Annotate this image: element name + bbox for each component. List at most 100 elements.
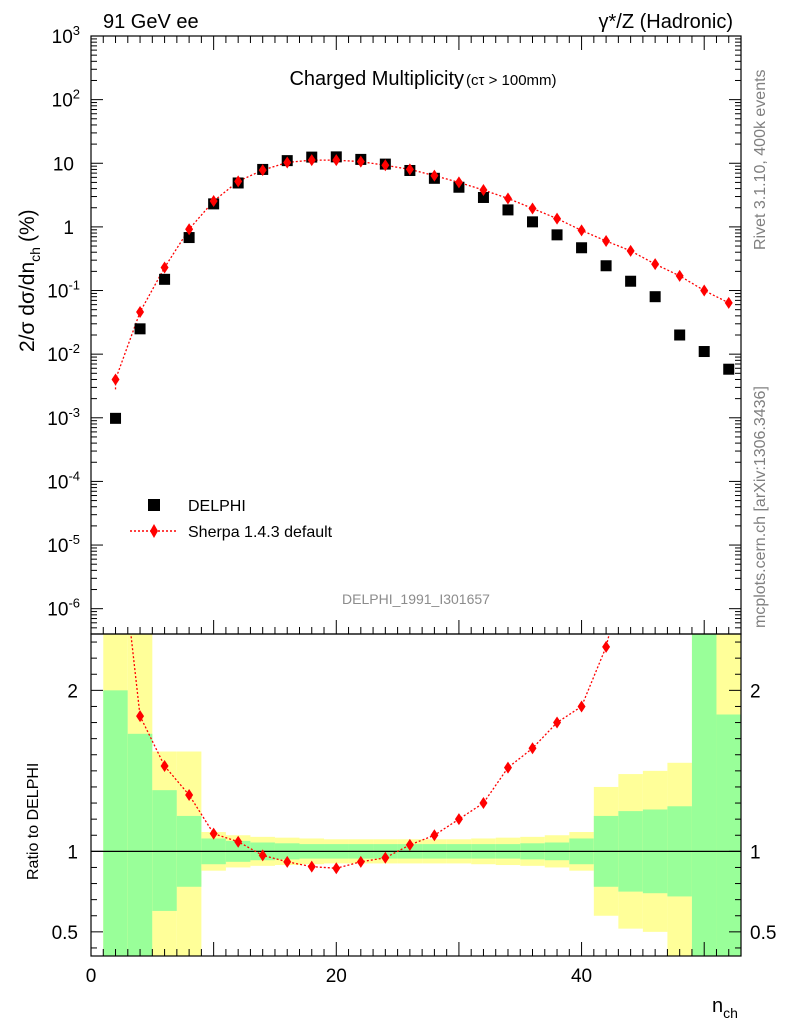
y-tick-label-exp: -6 <box>68 596 80 611</box>
band-inner <box>152 790 177 911</box>
y-tick-label: 10-3 <box>47 405 80 430</box>
sherpa-point <box>602 235 611 248</box>
ratio-panel <box>91 634 741 875</box>
ratio-sherpa-point <box>258 849 267 862</box>
delphi-point <box>723 363 735 375</box>
sherpa-line <box>114 159 730 390</box>
y-tick-label-exp: -2 <box>68 341 80 356</box>
ratio-sherpa-point <box>405 838 414 851</box>
ratio-sherpa-point <box>454 813 463 826</box>
sherpa-point <box>405 163 414 176</box>
mcplots-label: mcplots.cern.ch [arXiv:1306.3436] <box>752 386 769 628</box>
ratio-sherpa-point <box>136 710 145 723</box>
ratio-error-bands <box>103 634 741 956</box>
header-left: 91 GeV ee <box>103 11 199 33</box>
y-label-main-sub: ch <box>27 247 43 262</box>
ratio-sherpa-point <box>307 860 316 873</box>
legend-label-sherpa: Sherpa 1.4.3 default <box>188 524 333 541</box>
delphi-point <box>159 273 171 285</box>
y-tick-label-base: 10 <box>52 91 73 112</box>
y-tick-label-base: 10 <box>53 154 74 175</box>
ratio-y-tick-label-right: 0.5 <box>750 923 776 944</box>
y-tick-label-exp: 2 <box>73 87 80 102</box>
y-tick-label-base: 10 <box>47 536 68 557</box>
delphi-point <box>600 260 612 272</box>
ratio-sherpa-point <box>528 742 537 755</box>
y-tick-label: 10 <box>53 154 74 175</box>
ratio-sherpa-point <box>602 640 611 653</box>
main-panel <box>110 151 735 424</box>
ratio-sherpa-point <box>381 851 390 864</box>
ratio-sherpa-point <box>553 716 562 729</box>
y-tick-label: 102 <box>52 87 80 112</box>
ratio-sherpa-point <box>209 827 218 840</box>
y-tick-label-base: 1 <box>63 218 74 239</box>
main-frame <box>90 35 742 635</box>
delphi-point <box>551 229 563 241</box>
chart-title-suffix: (cτ > 100mm) <box>466 72 557 89</box>
sherpa-point <box>332 154 341 167</box>
delphi-point <box>698 346 710 358</box>
sherpa-point <box>111 373 120 386</box>
analysis-tag: DELPHI_1991_I301657 <box>342 591 490 607</box>
sherpa-point <box>503 192 512 205</box>
y-tick-label-base: 10 <box>47 472 68 493</box>
sherpa-point <box>675 269 684 282</box>
y-tick-label: 10-2 <box>47 341 80 366</box>
sherpa-point <box>626 244 635 257</box>
ratio-sherpa-point <box>479 797 488 810</box>
sherpa-point <box>283 156 292 169</box>
y-tick-label: 10-1 <box>47 278 80 303</box>
delphi-point <box>625 275 637 287</box>
delphi-point <box>527 216 539 228</box>
ratio-sherpa-point <box>356 855 365 868</box>
sherpa-point <box>185 223 194 236</box>
ratio-frame <box>90 633 742 957</box>
ratio-y-tick-label-right: 2 <box>750 681 761 702</box>
y-tick-label-exp: -4 <box>68 468 80 483</box>
sherpa-point <box>553 212 562 225</box>
svg-text:2/σ dσ/dnch(%): 2/σ dσ/dnch (%) <box>16 209 43 352</box>
ratio-sherpa-point <box>332 862 341 875</box>
ratio-sherpa-line <box>130 634 610 869</box>
ratio-y-tick-label-left: 1 <box>67 842 78 863</box>
y-tick-label: 10-4 <box>47 468 80 493</box>
ratio-sherpa-point <box>185 789 194 801</box>
ratio-sherpa-point <box>283 855 292 868</box>
sherpa-point <box>356 155 365 168</box>
band-inner <box>127 733 153 956</box>
sherpa-point <box>479 184 488 197</box>
x-label-text: n <box>712 995 723 1017</box>
y-tick-label: 10-5 <box>47 532 80 557</box>
main-y-axis-label: 2/σ dσ/dnch (%) <box>16 209 43 352</box>
sherpa-point <box>454 176 463 189</box>
delphi-point <box>502 204 514 216</box>
sherpa-point <box>577 224 586 237</box>
ratio-sherpa-point <box>234 835 243 848</box>
legend-marker-delphi <box>148 499 160 511</box>
sherpa-point <box>136 305 145 318</box>
y-tick-label: 1 <box>63 218 74 239</box>
y-tick-label-exp: -3 <box>68 405 80 420</box>
band-inner <box>103 690 128 956</box>
y-tick-label-base: 10 <box>52 27 73 48</box>
ratio-y-tick-label-right: 1 <box>750 842 761 863</box>
y-tick-label-base: 10 <box>47 600 68 621</box>
header-right: γ*/Z (Hadronic) <box>599 11 733 33</box>
ratio-sherpa-point <box>430 829 439 842</box>
legend-label-delphi: DELPHI <box>188 498 246 515</box>
x-tick-label: 20 <box>326 966 347 987</box>
sherpa-point <box>160 261 169 274</box>
y-tick-label-exp: -5 <box>68 532 80 547</box>
y-label-main-unit: (%) <box>16 209 39 242</box>
legend: DELPHI Sherpa 1.4.3 default <box>130 498 333 541</box>
ratio-sherpa-point <box>577 700 586 713</box>
delphi-point <box>183 232 195 244</box>
sherpa-point <box>307 154 316 167</box>
ratio-y-axis-label: Ratio to DELPHI <box>25 763 42 880</box>
x-tick-label: 0 <box>86 966 97 987</box>
y-tick-label-exp: 3 <box>73 23 80 38</box>
y-tick-label: 10-6 <box>47 596 80 621</box>
